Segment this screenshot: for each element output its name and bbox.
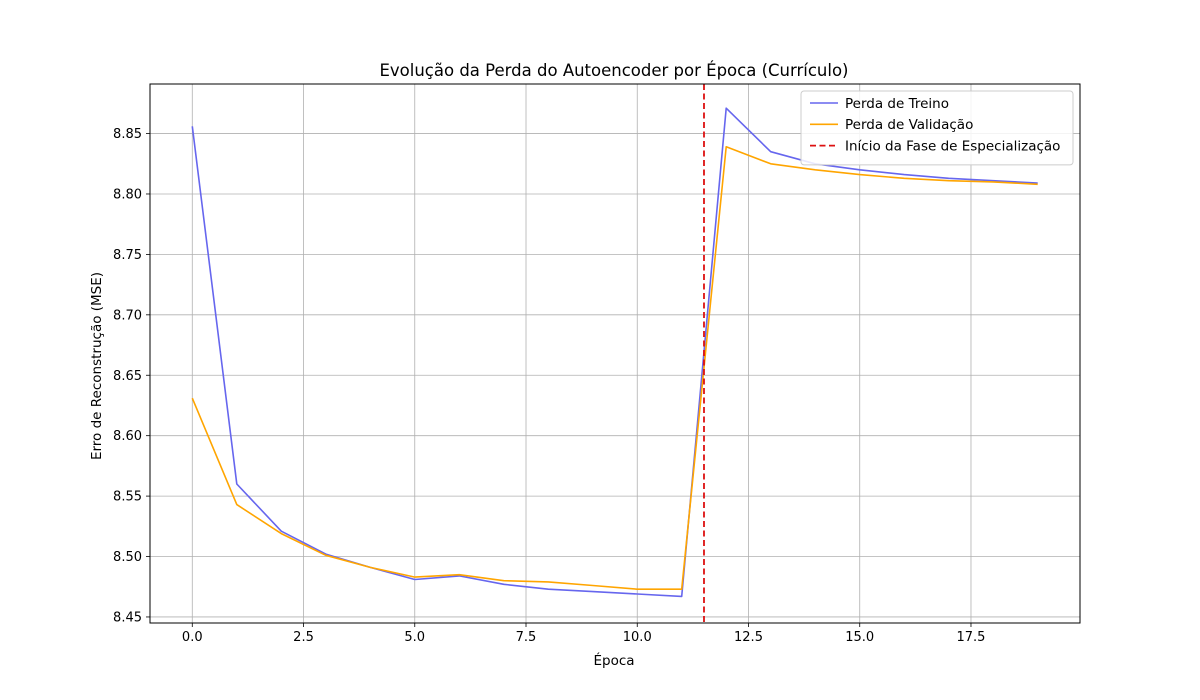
x-tick-label: 12.5 [734, 630, 763, 645]
y-tick-label: 8.60 [113, 429, 142, 444]
grid [150, 84, 1080, 623]
x-tick-label: 7.5 [516, 630, 537, 645]
x-tick-label: 10.0 [623, 630, 652, 645]
legend-label: Perda de Validação [845, 117, 973, 133]
series-line-train [191, 107, 1038, 598]
x-tick-label: 2.5 [293, 630, 314, 645]
x-tick-label: 5.0 [404, 630, 425, 645]
legend-label: Início da Fase de Especialização [845, 138, 1060, 154]
y-tick-label: 8.65 [113, 369, 142, 384]
y-tick-label: 8.75 [113, 248, 142, 263]
y-tick-label: 8.45 [113, 610, 142, 625]
legend: Perda de Treino Perda de Validação Início … [800, 90, 1074, 166]
legend-box [800, 90, 1074, 166]
y-tick-label: 8.70 [113, 308, 142, 323]
x-tick-label: 17.5 [957, 630, 986, 645]
y-tick-label: 8.50 [113, 550, 142, 565]
y-axis-label: Erro de Reconstrução (MSE) [89, 272, 105, 460]
legend-label: Perda de Treino [845, 96, 949, 112]
series-line-validation [191, 146, 1038, 591]
y-tick-label: 8.80 [113, 187, 142, 202]
y-tick-label: 8.55 [113, 490, 142, 505]
x-tick-label: 0.0 [182, 630, 203, 645]
chart-title: Evolução da Perda do Autoencoder por Épo… [379, 61, 848, 80]
y-tick-label: 8.85 [113, 127, 142, 142]
plot-frame [149, 83, 1081, 624]
x-tick-label: 15.0 [845, 630, 874, 645]
x-axis-label: Época [593, 652, 634, 669]
series-layer [191, 84, 1038, 623]
axis-ticks: 0.0 2.5 5.0 7.5 10.0 12.5 15.0 17.5 8.45 8.50 8.55… [113, 127, 985, 645]
